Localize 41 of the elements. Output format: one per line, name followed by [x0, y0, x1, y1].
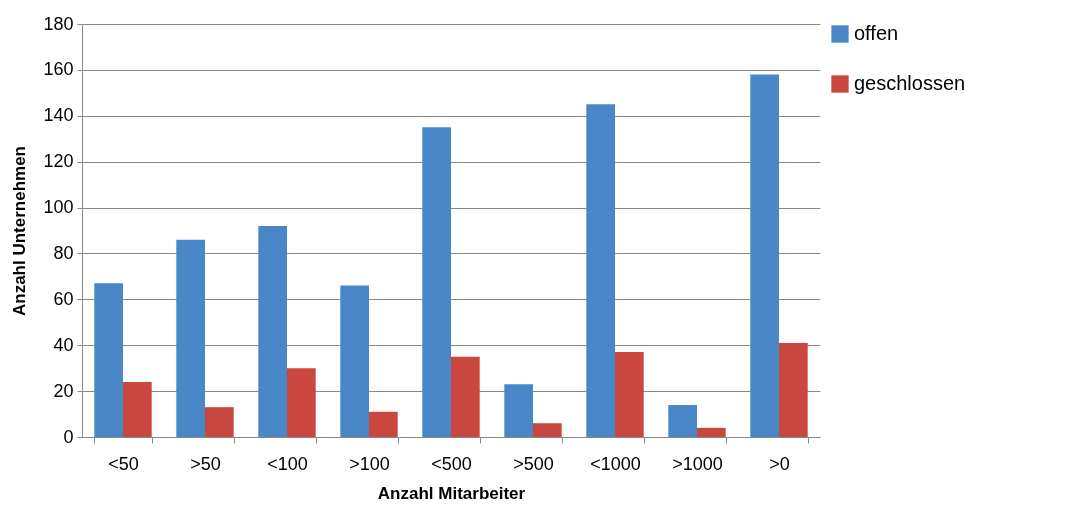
y-axis-title: Anzahl Unternehmen — [10, 145, 30, 317]
x-tick-label: >0 — [769, 453, 790, 474]
legend-label: offen — [854, 22, 899, 44]
x-tick-label: >50 — [190, 453, 221, 474]
legend-label: geschlossen — [854, 72, 966, 94]
bar — [369, 411, 398, 437]
bar — [504, 384, 533, 437]
y-tick-label: 180 — [43, 13, 74, 34]
x-tick-label: >500 — [513, 453, 554, 474]
x-tick-label: <50 — [108, 453, 139, 474]
bar — [779, 342, 808, 437]
y-tick-label: 120 — [43, 151, 74, 172]
y-tick-label: 60 — [53, 288, 74, 309]
bar — [750, 74, 779, 437]
y-tick-label: 140 — [43, 105, 74, 126]
bar — [176, 239, 205, 437]
y-tick-label: 40 — [53, 334, 74, 355]
bar — [668, 404, 697, 437]
x-tick-label: >1000 — [672, 453, 723, 474]
y-tick-label: 20 — [53, 380, 74, 401]
bar — [205, 407, 234, 437]
bar — [586, 104, 615, 437]
y-tick-label: 160 — [43, 59, 74, 80]
bar — [123, 381, 152, 437]
bar — [533, 423, 562, 437]
x-tick-label: <1000 — [590, 453, 641, 474]
y-tick-label: 0 — [63, 426, 74, 447]
y-tick-label: 80 — [53, 242, 74, 263]
bar — [615, 352, 644, 437]
x-axis-title: Anzahl Mitarbeiter — [377, 483, 526, 503]
bar — [258, 225, 287, 437]
y-tick-label: 100 — [43, 197, 74, 218]
x-tick-label: <100 — [267, 453, 308, 474]
bar — [340, 285, 369, 437]
x-tick-label: <500 — [431, 453, 472, 474]
bar — [422, 127, 451, 437]
bar — [287, 368, 316, 437]
bar — [94, 283, 123, 437]
x-tick-label: >100 — [349, 453, 390, 474]
bar — [697, 427, 726, 437]
bar — [451, 356, 480, 437]
